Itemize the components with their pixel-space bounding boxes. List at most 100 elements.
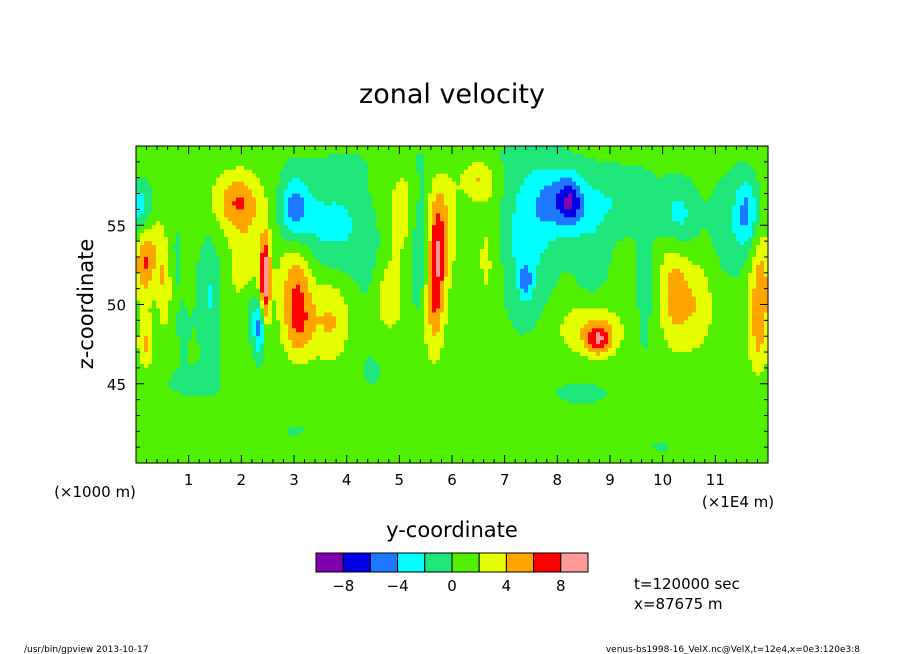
heatmap-cell [384, 252, 389, 258]
heatmap-cell [436, 245, 441, 250]
heatmap-cell [764, 201, 769, 207]
heatmap-cell [352, 149, 357, 155]
heatmap-cell [328, 169, 333, 175]
heatmap-cell [220, 213, 225, 218]
heatmap-cell [508, 217, 513, 222]
heatmap-cell [156, 161, 161, 167]
heatmap-cell [328, 264, 333, 270]
heatmap-cell [516, 173, 521, 179]
heatmap-cell [320, 209, 325, 214]
heatmap-cell [512, 229, 517, 234]
heatmap-cell [420, 193, 425, 199]
heatmap-cell [456, 229, 461, 234]
heatmap-cell [140, 149, 145, 155]
heatmap-cell [696, 149, 701, 155]
heatmap-cell [740, 153, 745, 159]
heatmap-cell [380, 256, 385, 262]
heatmap-cell [636, 221, 641, 226]
heatmap-cell [468, 169, 473, 175]
heatmap-cell [488, 233, 493, 238]
heatmap-cell [704, 217, 709, 222]
heatmap-cell [636, 157, 641, 163]
heatmap-cell [412, 153, 417, 159]
heatmap-cell [744, 217, 749, 222]
heatmap-cell [676, 241, 681, 246]
heatmap-cell [552, 249, 557, 254]
heatmap-cell [572, 249, 577, 254]
heatmap-cell [180, 185, 185, 191]
heatmap-cell [444, 146, 449, 151]
heatmap-cell [520, 225, 525, 230]
heatmap-cell [528, 260, 533, 266]
heatmap-cell [588, 245, 593, 250]
heatmap-cell [212, 225, 217, 230]
heatmap-cell [656, 189, 661, 195]
heatmap-cell [408, 213, 413, 218]
heatmap-cell [364, 249, 369, 254]
heatmap-cell [328, 233, 333, 238]
heatmap-cell [624, 169, 629, 175]
heatmap-cell [440, 181, 445, 187]
heatmap-cell [272, 173, 277, 179]
heatmap-cell [568, 209, 573, 214]
heatmap-cell [488, 264, 493, 270]
heatmap-cell [332, 256, 337, 262]
heatmap-cell [728, 233, 733, 238]
heatmap-cell [304, 197, 309, 203]
heatmap-cell [372, 268, 377, 274]
heatmap-cell [756, 193, 761, 199]
heatmap-cell [684, 260, 689, 266]
heatmap-cell [624, 221, 629, 226]
heatmap-cell [244, 173, 249, 179]
heatmap-cell [192, 201, 197, 207]
heatmap-cell [544, 233, 549, 238]
heatmap-cell [432, 256, 437, 262]
heatmap-cell [136, 241, 141, 246]
heatmap-cell [720, 157, 725, 163]
heatmap-cell [260, 233, 265, 238]
heatmap-cell [212, 221, 217, 226]
heatmap-cell [596, 249, 601, 254]
heatmap-cell [476, 241, 481, 246]
heatmap-cell [332, 157, 337, 163]
heatmap-cell [264, 157, 269, 163]
heatmap-cell [168, 264, 173, 270]
heatmap-cell [716, 185, 721, 191]
heatmap-cell [636, 161, 641, 167]
heatmap-cell [316, 217, 321, 222]
heatmap-cell [184, 197, 189, 203]
heatmap-cell [624, 237, 629, 242]
heatmap-cell [652, 205, 657, 210]
heatmap-cell [288, 173, 293, 179]
heatmap-cell [404, 177, 409, 183]
heatmap-cell [580, 217, 585, 222]
heatmap-cell [708, 149, 713, 155]
heatmap-cell [392, 256, 397, 262]
heatmap-cell [152, 149, 157, 155]
heatmap-cell [608, 165, 613, 171]
heatmap-cell [732, 225, 737, 230]
heatmap-cell [140, 233, 145, 238]
heatmap-cell [436, 189, 441, 195]
heatmap-cell [484, 225, 489, 230]
heatmap-cell [228, 181, 233, 187]
heatmap-cell [432, 161, 437, 167]
heatmap-cell [432, 252, 437, 258]
heatmap-cell [144, 185, 149, 191]
heatmap-cell [336, 165, 341, 171]
heatmap-cell [660, 189, 665, 195]
heatmap-cell [432, 197, 437, 203]
heatmap-cell [184, 233, 189, 238]
heatmap-cell [176, 268, 181, 274]
heatmap-cell [344, 209, 349, 214]
heatmap-cell [712, 201, 717, 207]
heatmap-cell [540, 161, 545, 167]
heatmap-cell [668, 205, 673, 210]
heatmap-cell [180, 169, 185, 175]
heatmap-cell [236, 237, 241, 242]
heatmap-cell [276, 169, 281, 175]
heatmap-cell [268, 221, 273, 226]
heatmap-cell [532, 241, 537, 246]
heatmap-cell [284, 153, 289, 159]
heatmap-cell [364, 229, 369, 234]
